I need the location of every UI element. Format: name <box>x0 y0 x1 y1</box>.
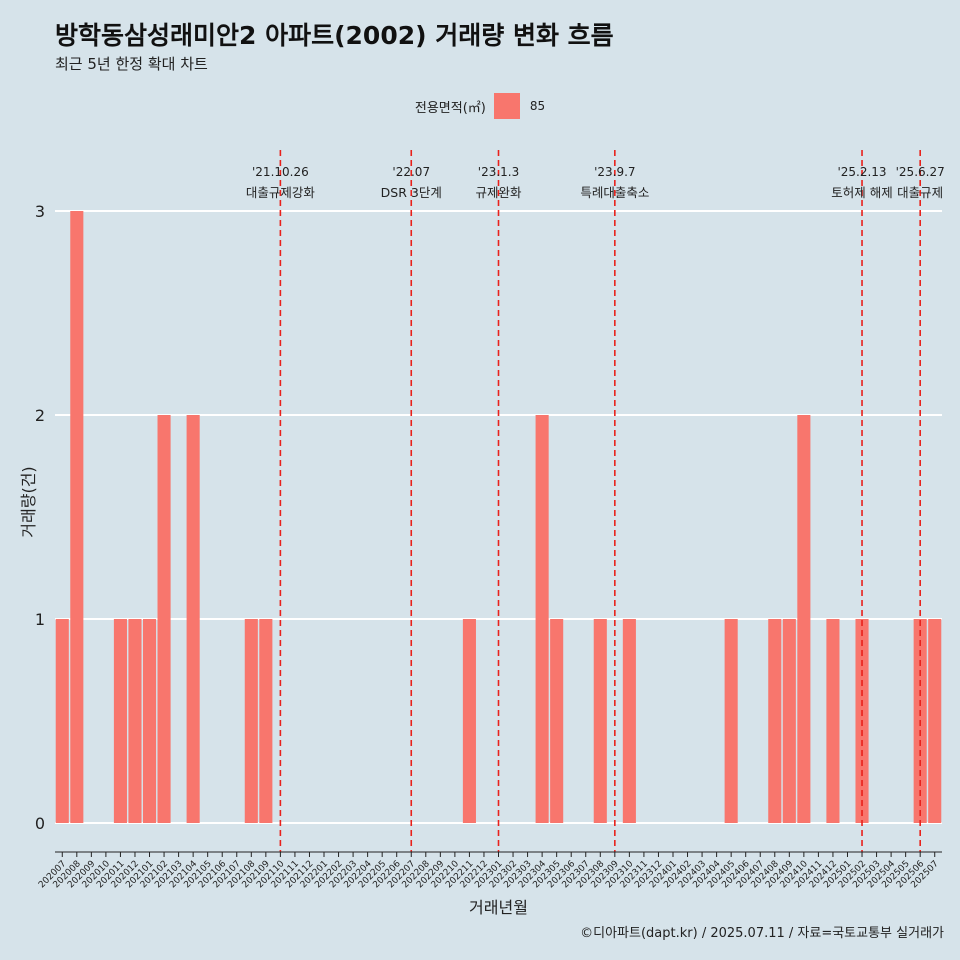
legend-swatch <box>493 93 520 119</box>
bar <box>128 619 142 823</box>
bar <box>826 619 840 823</box>
bar <box>142 619 157 823</box>
bar <box>768 619 782 823</box>
event-date-label: '21.10.26 <box>252 165 309 179</box>
source-caption: ©디아파트(dapt.kr) / 2025.07.11 / 자료=국토교통부 실… <box>580 926 944 941</box>
y-tick-label: 0 <box>35 814 45 833</box>
bar <box>157 415 171 823</box>
bar <box>70 211 84 823</box>
event-date-label: '23.1.3 <box>478 165 519 179</box>
event-label: 대출규제강화 <box>246 185 316 200</box>
bar <box>259 619 273 823</box>
event-label: 대출규제 <box>897 185 943 200</box>
legend-title: 전용면적(㎡) <box>414 100 486 116</box>
y-tick-label: 2 <box>35 406 45 425</box>
y-tick-label: 1 <box>35 610 45 629</box>
bar <box>186 415 200 823</box>
bar <box>782 619 796 823</box>
bar <box>113 619 127 823</box>
event-label: 토허제 해제 <box>831 185 892 200</box>
bar <box>244 619 258 823</box>
event-date-label: '22.07 <box>392 165 430 179</box>
event-date-label: '25.2.13 <box>837 165 886 179</box>
y-tick-label: 3 <box>35 202 45 221</box>
event-label: 특례대출축소 <box>580 185 649 200</box>
bar <box>724 619 738 823</box>
bar <box>928 619 942 823</box>
event-label: DSR 3단계 <box>381 185 442 200</box>
bar <box>622 619 636 823</box>
bar <box>535 415 549 823</box>
bar <box>55 619 69 823</box>
chart-title: 방학동삼성래미안2 아파트(2002) 거래량 변화 흐름 <box>55 21 614 50</box>
event-date-label: '23.9.7 <box>594 165 635 179</box>
legend-label: 85 <box>529 99 546 113</box>
legend: 전용면적(㎡) 85 <box>0 93 960 119</box>
bar <box>462 619 476 823</box>
bar <box>797 415 811 823</box>
x-axis-title: 거래년월 <box>469 898 528 917</box>
event-date-label: '25.6.27 <box>896 165 945 179</box>
bar <box>550 619 564 823</box>
y-axis-title: 거래량(건) <box>19 466 38 537</box>
event-label: 규제완화 <box>475 185 522 200</box>
chart-subtitle: 최근 5년 한정 확대 차트 <box>55 55 208 73</box>
bar <box>593 619 607 823</box>
